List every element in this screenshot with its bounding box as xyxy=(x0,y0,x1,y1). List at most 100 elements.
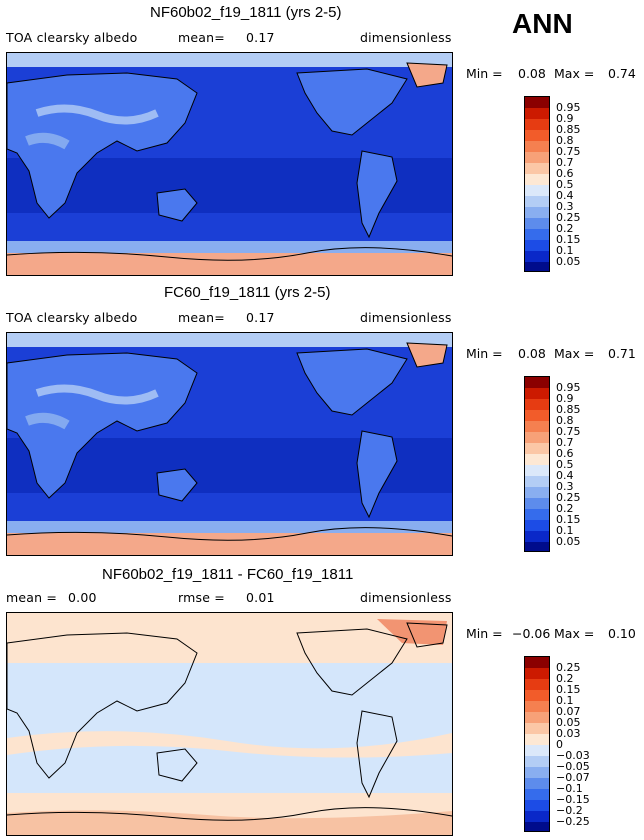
panel2-level-label: 0.9 xyxy=(556,392,574,405)
panel3-swatch xyxy=(524,756,550,767)
panel1-swatch xyxy=(524,218,550,229)
panel2-level-label: 0.6 xyxy=(556,447,574,460)
panel1-swatch xyxy=(524,240,550,251)
panel3-rmse-value: 0.01 xyxy=(246,590,275,605)
panel2-mean-label: mean= xyxy=(178,310,225,325)
panel2-swatch xyxy=(524,432,550,443)
panel1-swatch xyxy=(524,163,550,174)
panel3-mean-value: 0.00 xyxy=(68,590,97,605)
panel3-rmse-label: rmse = xyxy=(178,590,225,605)
panel2-level-label: 0.85 xyxy=(556,403,581,416)
panel2-swatch xyxy=(524,410,550,421)
panel3-swatch xyxy=(524,690,550,701)
panel1-swatch xyxy=(524,207,550,218)
panel1-level-label: 0.75 xyxy=(556,145,581,158)
panel3-swatch xyxy=(524,734,550,745)
panel3-level-label: −0.15 xyxy=(556,793,590,806)
panel2-level-label: 0.2 xyxy=(556,502,574,515)
panel3-swatch xyxy=(524,712,550,723)
panel1-swatch xyxy=(524,96,550,108)
panel1-level-label: 0.3 xyxy=(556,200,574,213)
panel3-swatch xyxy=(524,723,550,734)
panel2-min-label: Min = xyxy=(466,346,503,361)
panel3-title: NF60b02_f19_1811 - FC60_f19_1811 xyxy=(102,566,354,583)
panel1-level-label: 0.15 xyxy=(556,233,581,246)
panel3-min-label: Min = xyxy=(466,626,503,641)
panel2-units: dimensionless xyxy=(360,310,452,325)
panel1-max-label: Max = xyxy=(554,66,595,81)
panel2-swatch xyxy=(524,465,550,476)
panel2-swatch xyxy=(524,531,550,542)
panel3-level-label: −0.1 xyxy=(556,782,583,795)
panel3-swatch xyxy=(524,800,550,811)
panel1-mean-value: 0.17 xyxy=(246,30,275,45)
panel3-swatch xyxy=(524,811,550,822)
panel2-level-label: 0.05 xyxy=(556,535,581,548)
panel2-level-label: 0.7 xyxy=(556,436,574,449)
panel1-max-value: 0.74 xyxy=(608,66,636,81)
panel1-swatch xyxy=(524,251,550,262)
panel1-level-label: 0.9 xyxy=(556,112,574,125)
panel2-mean-value: 0.17 xyxy=(246,310,275,325)
panel1-level-label: 0.2 xyxy=(556,222,574,235)
panel3-level-label: 0.07 xyxy=(556,705,581,718)
panel3-mean-label: mean = xyxy=(6,590,58,605)
panel1-swatch xyxy=(524,130,550,141)
panel1-level-label: 0.7 xyxy=(556,156,574,169)
panel3-level-label: −0.03 xyxy=(556,749,590,762)
panel2-swatch xyxy=(524,399,550,410)
panel3-swatch xyxy=(524,822,550,832)
panel2-swatch xyxy=(524,421,550,432)
panel3-level-label: 0.05 xyxy=(556,716,581,729)
panel1-level-label: 0.8 xyxy=(556,134,574,147)
panel3-level-label: 0.1 xyxy=(556,694,574,707)
panel3-level-label: −0.07 xyxy=(556,771,590,784)
panel2-swatch xyxy=(524,376,550,388)
panel1-level-label: 0.4 xyxy=(556,189,574,202)
panel2-level-label: 0.8 xyxy=(556,414,574,427)
panel2-swatch xyxy=(524,388,550,399)
panel3-map xyxy=(6,612,453,836)
panel3-swatch xyxy=(524,656,550,668)
panel1-level-label: 0.05 xyxy=(556,255,581,268)
panel3-min-value: −0.06 xyxy=(512,626,551,641)
panel1-variable-label: TOA clearsky albedo xyxy=(6,30,138,45)
panel3-max-value: 0.10 xyxy=(608,626,636,641)
panel3-level-label: 0.2 xyxy=(556,672,574,685)
panel1-swatch xyxy=(524,141,550,152)
panel3-swatch xyxy=(524,745,550,756)
panel2-map xyxy=(6,332,453,556)
panel2-level-label: 0.25 xyxy=(556,491,581,504)
panel2-title: FC60_f19_1811 (yrs 2-5) xyxy=(164,284,331,301)
panel2-level-label: 0.4 xyxy=(556,469,574,482)
panel1-swatch xyxy=(524,108,550,119)
panel2-map-svg xyxy=(7,333,452,555)
panel1-swatch xyxy=(524,196,550,207)
panel1-level-label: 0.6 xyxy=(556,167,574,180)
panel2-max-value: 0.71 xyxy=(608,346,636,361)
panel3-swatch xyxy=(524,789,550,800)
panel3-level-label: 0.03 xyxy=(556,727,581,740)
panel1-swatch xyxy=(524,185,550,196)
panel2-swatch xyxy=(524,520,550,531)
panel2-level-label: 0.75 xyxy=(556,425,581,438)
panel1-level-label: 0.85 xyxy=(556,123,581,136)
panel1-swatch xyxy=(524,262,550,272)
panel3-level-label: 0.25 xyxy=(556,661,581,674)
panel3-swatch xyxy=(524,701,550,712)
panel1-units: dimensionless xyxy=(360,30,452,45)
panel3-level-label: 0.15 xyxy=(556,683,581,696)
panel1-min-value: 0.08 xyxy=(518,66,546,81)
panel2-swatch xyxy=(524,509,550,520)
panel3-swatch xyxy=(524,767,550,778)
panel2-swatch xyxy=(524,454,550,465)
panel3-swatch xyxy=(524,679,550,690)
panel2-swatch xyxy=(524,498,550,509)
panel2-variable-label: TOA clearsky albedo xyxy=(6,310,138,325)
panel1-min-label: Min = xyxy=(466,66,503,81)
panel2-level-label: 0.95 xyxy=(556,381,581,394)
panel3-level-label: −0.05 xyxy=(556,760,590,773)
panel1-level-label: 0.1 xyxy=(556,244,574,257)
panel2-level-label: 0.3 xyxy=(556,480,574,493)
panel1-level-label: 0.95 xyxy=(556,101,581,114)
